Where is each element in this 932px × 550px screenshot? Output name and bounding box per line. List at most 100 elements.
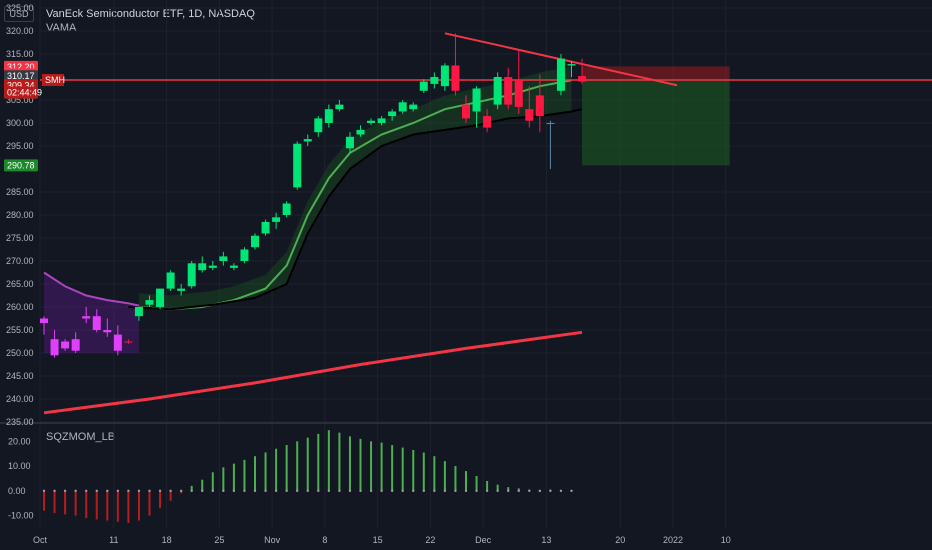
x-tick-label: 8 [322, 535, 327, 545]
candle-body [377, 118, 386, 123]
candle-body [272, 217, 281, 222]
osc-bar [264, 452, 267, 491]
candle-body [567, 64, 576, 66]
osc-zero-dot [42, 489, 46, 493]
candle-body [493, 77, 502, 105]
x-tick-label: Nov [264, 535, 281, 545]
osc-bar [254, 456, 256, 491]
osc-bar [180, 490, 183, 494]
candle-body [483, 116, 492, 128]
candle-body [229, 265, 238, 268]
osc-bar [211, 472, 214, 491]
osc-zero-dot [243, 489, 246, 493]
candle-body [419, 81, 428, 91]
price-tag-bg [4, 86, 38, 99]
target-zone [582, 80, 730, 166]
osc-bar [64, 490, 67, 515]
candle-body [578, 76, 587, 82]
osc-bar [327, 430, 330, 491]
osc-bar [401, 447, 404, 491]
candle-body [462, 104, 470, 119]
chart-title: VanEck Semiconductor ETF, 1D, NASDAQ [46, 8, 255, 20]
osc-zero-dot [137, 489, 141, 493]
candle-body [556, 58, 565, 91]
osc-bar [43, 490, 45, 511]
series-line [128, 108, 583, 311]
osc-bar [486, 480, 489, 491]
candle-body [166, 272, 175, 289]
osc-bar [433, 456, 436, 491]
candle-body [430, 77, 439, 84]
candle-body [82, 316, 91, 319]
osc-zero-dot [85, 489, 88, 493]
osc-bar [317, 433, 320, 491]
currency-badge[interactable]: USD [4, 6, 34, 22]
y-tick-label: 315.00 [6, 49, 34, 59]
price-tag-text: 310.17 [7, 71, 35, 81]
stop-zone [582, 66, 730, 81]
osc-zero-dot [95, 489, 98, 493]
series-line [43, 271, 140, 307]
candle-body [440, 65, 449, 87]
osc-bar [475, 476, 478, 491]
price-tag-text: 02:44:49 [7, 88, 42, 98]
osc-zero-dot [549, 489, 552, 493]
candle-body [535, 95, 544, 117]
osc-bar [190, 485, 193, 491]
x-tick-label: 18 [162, 535, 172, 545]
osc-bar [95, 490, 98, 520]
candle-body [388, 111, 397, 117]
osc-zero-dot [253, 489, 257, 493]
price-tag-bg [4, 159, 38, 172]
candle-body [124, 341, 133, 343]
y-tick-label: 275.00 [6, 233, 34, 243]
osc-zero-dot [570, 489, 573, 493]
candle-body [92, 316, 101, 330]
osc-zero-dot [528, 489, 531, 493]
y-tick-label: 240.00 [6, 394, 34, 404]
pre-cloud [44, 272, 139, 353]
symbol-badge-bg [42, 74, 64, 87]
candle-body [113, 334, 122, 351]
osc-zero-dot [148, 489, 151, 493]
osc-zero-dot [285, 489, 288, 493]
osc-bar [422, 452, 425, 491]
candle-body [61, 341, 70, 349]
osc-bar [85, 490, 88, 519]
osc-bar [465, 471, 467, 491]
y-tick-label: 265.00 [6, 279, 34, 289]
osc-zero-dot [264, 489, 267, 493]
osc-zero-dot [559, 489, 563, 493]
osc-bar [443, 461, 446, 491]
candle-body [525, 109, 534, 121]
osc-zero-dot [359, 489, 362, 493]
osc-zero-dot [317, 489, 320, 493]
osc-zero-dot [464, 489, 468, 493]
x-tick-label: 22 [425, 535, 435, 545]
osc-bar [496, 484, 499, 491]
candle-body [409, 104, 418, 110]
price-tag: 02:44:49 [4, 86, 42, 99]
osc-zero-dot [116, 489, 120, 493]
osc-zero-dot [327, 489, 331, 493]
osc-bar [391, 445, 394, 491]
osc-zero-dot [380, 489, 383, 493]
osc-bar [127, 490, 130, 524]
y-tick-label: 300.00 [6, 118, 34, 128]
osc-y-tick-label: 0.00 [8, 486, 26, 496]
x-tick-label: Oct [33, 535, 48, 545]
series-line [43, 330, 583, 415]
osc-bar [348, 436, 351, 491]
osc-zero-dot [390, 489, 394, 493]
osc-bar [243, 459, 246, 491]
osc-zero-dot [496, 489, 499, 493]
candle-body [367, 120, 376, 123]
osc-bar [285, 445, 288, 491]
osc-bar [517, 488, 520, 491]
y-tick-label: 305.00 [6, 95, 34, 105]
y-tick-label: 325.00 [6, 3, 34, 13]
candle-body [103, 330, 112, 333]
candle-body [324, 109, 333, 123]
osc-bar [359, 438, 362, 491]
